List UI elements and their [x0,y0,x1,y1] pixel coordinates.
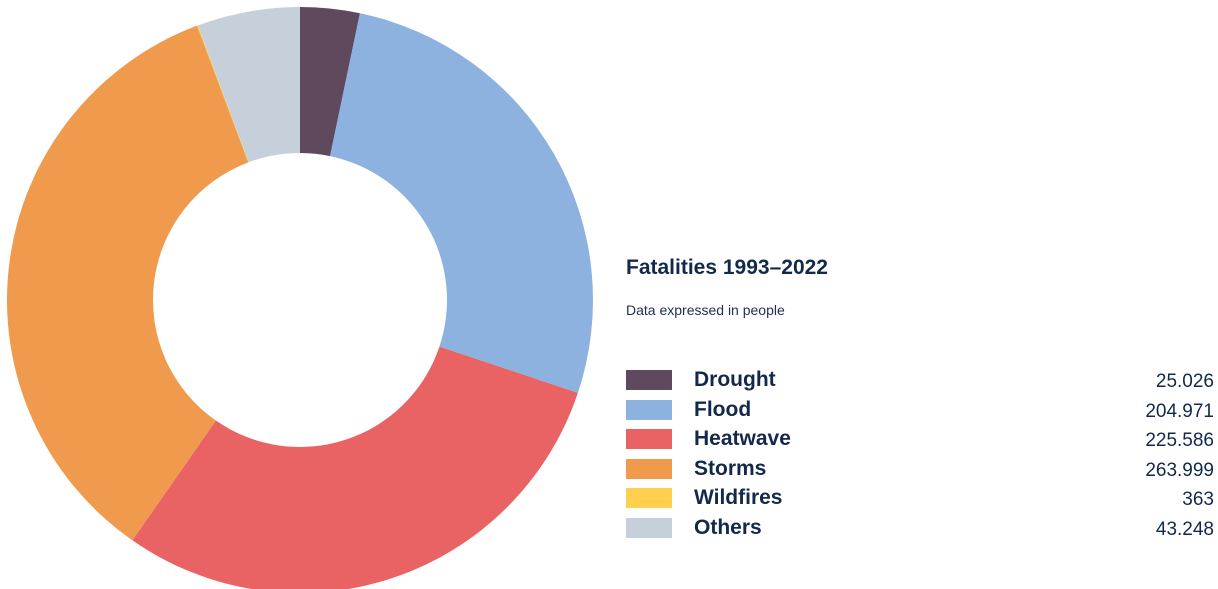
legend-item-flood: Flood 204.971 [626,398,1214,428]
legend-value-drought: 25.026 [1155,371,1214,392]
legend-label-storms: Storms [694,456,767,480]
chart-title: Fatalities 1993–2022 [626,256,828,279]
legend-swatch-heatwave [626,429,672,450]
legend: Drought 25.026 Flood 204.971 Heatwave 22… [626,368,1214,546]
slice-wildfires [197,25,249,163]
legend-swatch-others [626,517,672,538]
legend-item-wildfires: Wildfires 363 [626,486,1214,516]
legend-swatch-flood [626,399,672,420]
chart-subtitle: Data expressed in people [626,302,785,318]
legend-item-drought: Drought 25.026 [626,368,1214,398]
legend-swatch-wildfires [626,488,672,509]
legend-label-drought: Drought [694,368,776,391]
legend-label-others: Others [694,515,762,539]
legend-swatch-storms [626,458,672,479]
slice-storms [6,25,249,541]
slice-flood [330,13,593,393]
legend-value-others: 43.248 [1155,518,1214,540]
slice-heatwave [132,346,578,589]
legend-label-flood: Flood [694,397,752,421]
slice-others [197,7,300,163]
legend-item-heatwave: Heatwave 225.586 [626,427,1214,457]
slice-drought [300,7,360,157]
legend-label-heatwave: Heatwave [694,427,791,451]
legend-value-heatwave: 225.586 [1145,430,1214,452]
legend-label-wildfires: Wildfires [694,486,783,510]
legend-swatch-drought [626,370,672,390]
legend-item-storms: Storms 263.999 [626,457,1214,487]
donut-chart [6,7,593,589]
legend-value-wildfires: 363 [1182,489,1214,511]
legend-value-storms: 263.999 [1145,459,1214,481]
legend-value-flood: 204.971 [1145,400,1214,422]
legend-item-others: Others 43.248 [626,516,1214,546]
